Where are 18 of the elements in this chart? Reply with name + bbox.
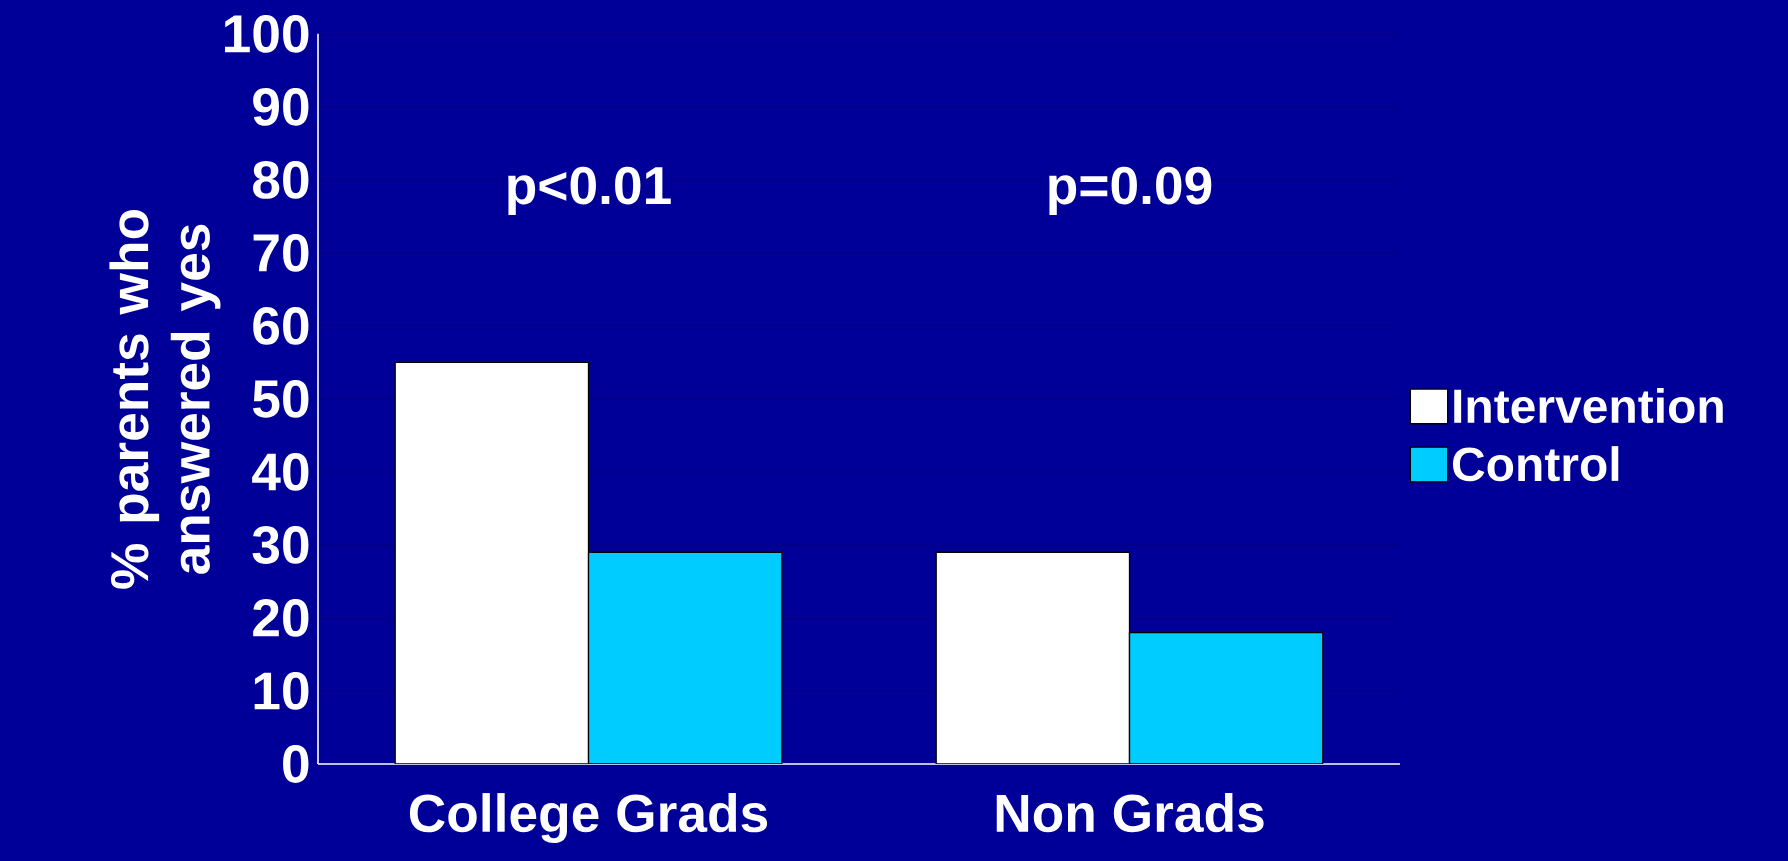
legend-label: Intervention — [1454, 388, 1723, 424]
y-tick-label: 30 — [252, 526, 309, 564]
y-tick-label: 20 — [253, 599, 309, 637]
x-tick-label: College Grads — [409, 793, 768, 844]
annotation: p=0.09 — [1049, 166, 1212, 215]
y-tick-label: 80 — [253, 161, 309, 199]
y-axis-title: % parents who answered yes — [109, 209, 221, 589]
y-tick-label: 10 — [254, 672, 309, 710]
x-tick-label: Non Grads — [996, 793, 1264, 833]
y-tick-label: 50 — [252, 380, 309, 418]
y-tick-label: 70 — [253, 234, 309, 272]
y-tick-label: 40 — [252, 453, 309, 491]
y-tick-label: 100 — [225, 14, 309, 53]
legend-label: Control — [1452, 446, 1619, 482]
y-tick-label: 0 — [283, 745, 309, 783]
y-tick-label: 60 — [253, 307, 309, 345]
y-tick-label: 90 — [253, 87, 309, 126]
annotation: p<0.01 — [508, 166, 671, 215]
